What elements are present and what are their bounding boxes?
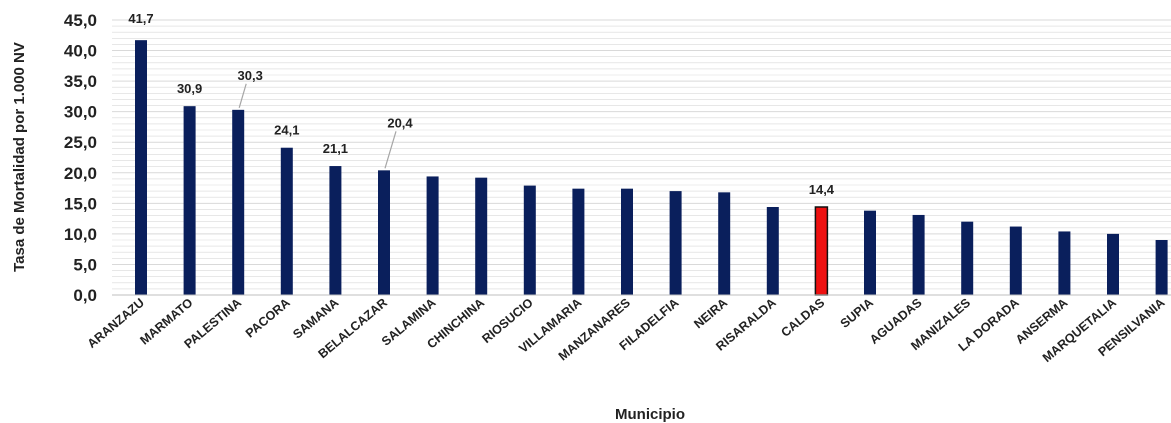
bar	[135, 40, 147, 295]
bar	[864, 210, 876, 295]
y-axis-title: Tasa de Mortalidad por 1.000 NV	[11, 42, 28, 272]
y-tick-label: 10,0	[64, 225, 97, 244]
leader-line	[238, 83, 247, 109]
data-label: 30,9	[177, 81, 202, 96]
x-category-label: PACORA	[243, 296, 293, 341]
bar	[912, 214, 925, 295]
x-category-label: SUPIA	[838, 296, 876, 331]
data-labels: 41,7 30,9 30,3 24,1 21,1 20,4 14,4	[128, 11, 834, 197]
bar	[718, 192, 731, 295]
bar	[183, 106, 196, 296]
bar	[572, 188, 585, 295]
leader-line	[384, 131, 397, 169]
bar	[232, 109, 245, 295]
bar	[280, 147, 293, 295]
data-label: 30,3	[238, 68, 263, 83]
y-tick-label: 40,0	[64, 42, 97, 61]
bar	[814, 206, 829, 296]
bars	[135, 40, 1168, 296]
y-tick-label: 25,0	[64, 133, 97, 152]
x-category-label: CALDAS	[778, 296, 827, 340]
bar	[1107, 233, 1119, 295]
x-category-label: NEIRA	[691, 296, 730, 332]
bar	[1058, 231, 1071, 295]
data-label: 21,1	[323, 141, 348, 156]
y-axis-ticks: 0,0 5,0 10,0 15,0 20,0 25,0 30,0 35,0 40,0 45,0	[64, 11, 97, 305]
y-tick-label: 20,0	[64, 164, 97, 183]
y-tick-label: 30,0	[64, 103, 97, 122]
bar	[766, 207, 779, 295]
x-axis-title: Municipio	[615, 406, 685, 423]
bar	[523, 185, 536, 295]
data-label: 41,7	[128, 11, 153, 26]
bar	[475, 177, 488, 295]
data-label: 24,1	[274, 123, 299, 138]
bar	[1009, 226, 1022, 295]
data-label: 14,4	[809, 182, 835, 197]
y-tick-label: 0,0	[73, 286, 97, 305]
y-tick-label: 5,0	[73, 255, 97, 274]
bar	[329, 166, 342, 295]
bar	[378, 170, 390, 295]
y-tick-label: 45,0	[64, 11, 97, 30]
x-axis-categories: ARANZAZUMARMATOPALESTINAPACORASAMANABELA…	[85, 295, 1168, 365]
bar	[961, 221, 974, 295]
bar	[1155, 240, 1168, 295]
bar	[669, 191, 682, 295]
bar	[426, 176, 439, 295]
y-tick-label: 35,0	[64, 72, 97, 91]
y-tick-label: 15,0	[64, 194, 97, 213]
data-label: 20,4	[387, 115, 413, 130]
bar	[621, 188, 633, 295]
